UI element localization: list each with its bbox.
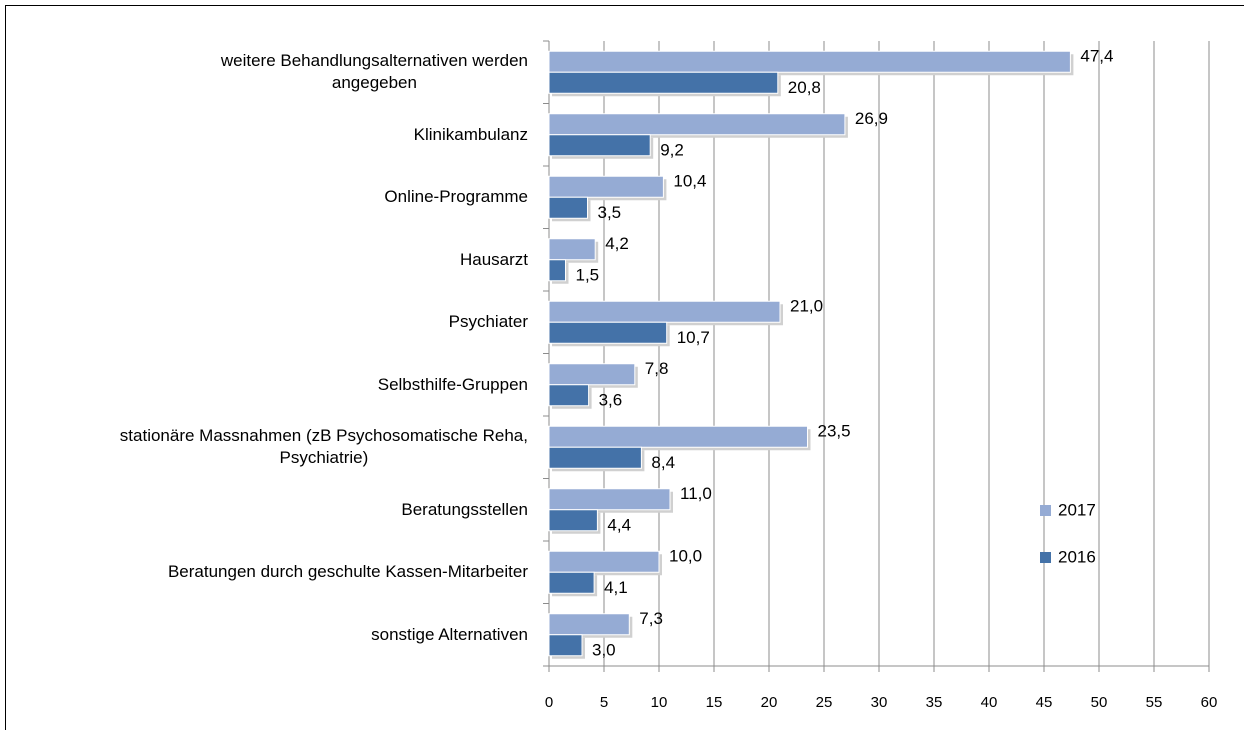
bar <box>548 259 566 282</box>
bar <box>548 50 1071 73</box>
data-label: 7,8 <box>645 359 669 378</box>
x-tick-label: 5 <box>600 694 608 711</box>
y-tick-label: Hausarzt <box>459 249 528 269</box>
bar <box>548 509 598 532</box>
data-label: 26,9 <box>855 109 888 128</box>
y-tick-label: stationäre Massnahmen (zB Psychosomatisc… <box>119 426 528 468</box>
data-label: 8,4 <box>651 453 675 472</box>
data-label: 4,2 <box>605 234 629 253</box>
x-tick-label: 10 <box>651 694 668 711</box>
y-tick-label: Selbsthilfe-Gruppen <box>377 374 528 394</box>
x-tick-label: 20 <box>761 694 778 711</box>
bar <box>548 488 671 511</box>
data-label: 4,4 <box>607 516 631 535</box>
x-tick-label: 15 <box>706 694 723 711</box>
data-label: 10,7 <box>677 328 710 347</box>
bar <box>548 300 781 323</box>
data-label: 47,4 <box>1080 47 1113 66</box>
data-label: 3,0 <box>592 641 616 660</box>
data-label: 7,3 <box>639 609 663 628</box>
x-tick-label: 30 <box>871 694 888 711</box>
bar <box>548 634 583 657</box>
x-tick-label: 40 <box>981 694 998 711</box>
y-tick-label: weitere Behandlungsalternativen werden a… <box>220 51 528 93</box>
bar <box>548 238 596 261</box>
bar <box>548 571 595 594</box>
data-label: 23,5 <box>818 422 851 441</box>
x-tick-label: 0 <box>545 694 553 711</box>
x-tick-label: 45 <box>1036 694 1053 711</box>
legend-swatch <box>1040 552 1051 563</box>
data-label: 20,8 <box>788 78 821 97</box>
y-tick-label: sonstige Alternativen <box>371 624 528 644</box>
bar <box>548 550 660 573</box>
bar <box>548 175 664 198</box>
x-tick-label: 60 <box>1201 694 1218 711</box>
data-label: 10,0 <box>669 547 702 566</box>
data-label: 11,0 <box>680 484 712 503</box>
y-tick-label: Klinikambulanz <box>413 124 528 144</box>
bar <box>548 113 846 136</box>
legend-label: 2016 <box>1058 547 1096 566</box>
bar <box>548 384 590 407</box>
legend-label: 2017 <box>1058 500 1096 519</box>
data-label: 9,2 <box>660 141 684 160</box>
bar <box>548 363 636 386</box>
bar <box>548 134 651 157</box>
bar <box>548 71 779 94</box>
bar <box>548 196 588 219</box>
data-label: 21,0 <box>790 297 823 316</box>
data-label: 1,5 <box>576 266 600 285</box>
y-tick-label: Psychiater <box>448 312 528 332</box>
data-label: 10,4 <box>673 172 706 191</box>
x-tick-label: 25 <box>816 694 833 711</box>
data-label: 3,6 <box>599 391 623 410</box>
y-tick-label: Beratungen durch geschulte Kassen-Mitarb… <box>167 562 528 582</box>
bar <box>548 425 808 448</box>
legend-swatch <box>1040 505 1051 516</box>
x-tick-label: 55 <box>1146 694 1163 711</box>
data-label: 4,1 <box>604 578 628 597</box>
data-label: 3,5 <box>598 203 622 222</box>
x-tick-label: 50 <box>1091 694 1108 711</box>
bar <box>548 321 668 344</box>
y-tick-label: Beratungsstellen <box>401 499 528 519</box>
bar <box>548 446 642 469</box>
x-tick-label: 35 <box>926 694 943 711</box>
bar <box>548 613 630 636</box>
frame <box>5 5 1244 730</box>
y-tick-label: Online-Programme <box>384 187 528 207</box>
